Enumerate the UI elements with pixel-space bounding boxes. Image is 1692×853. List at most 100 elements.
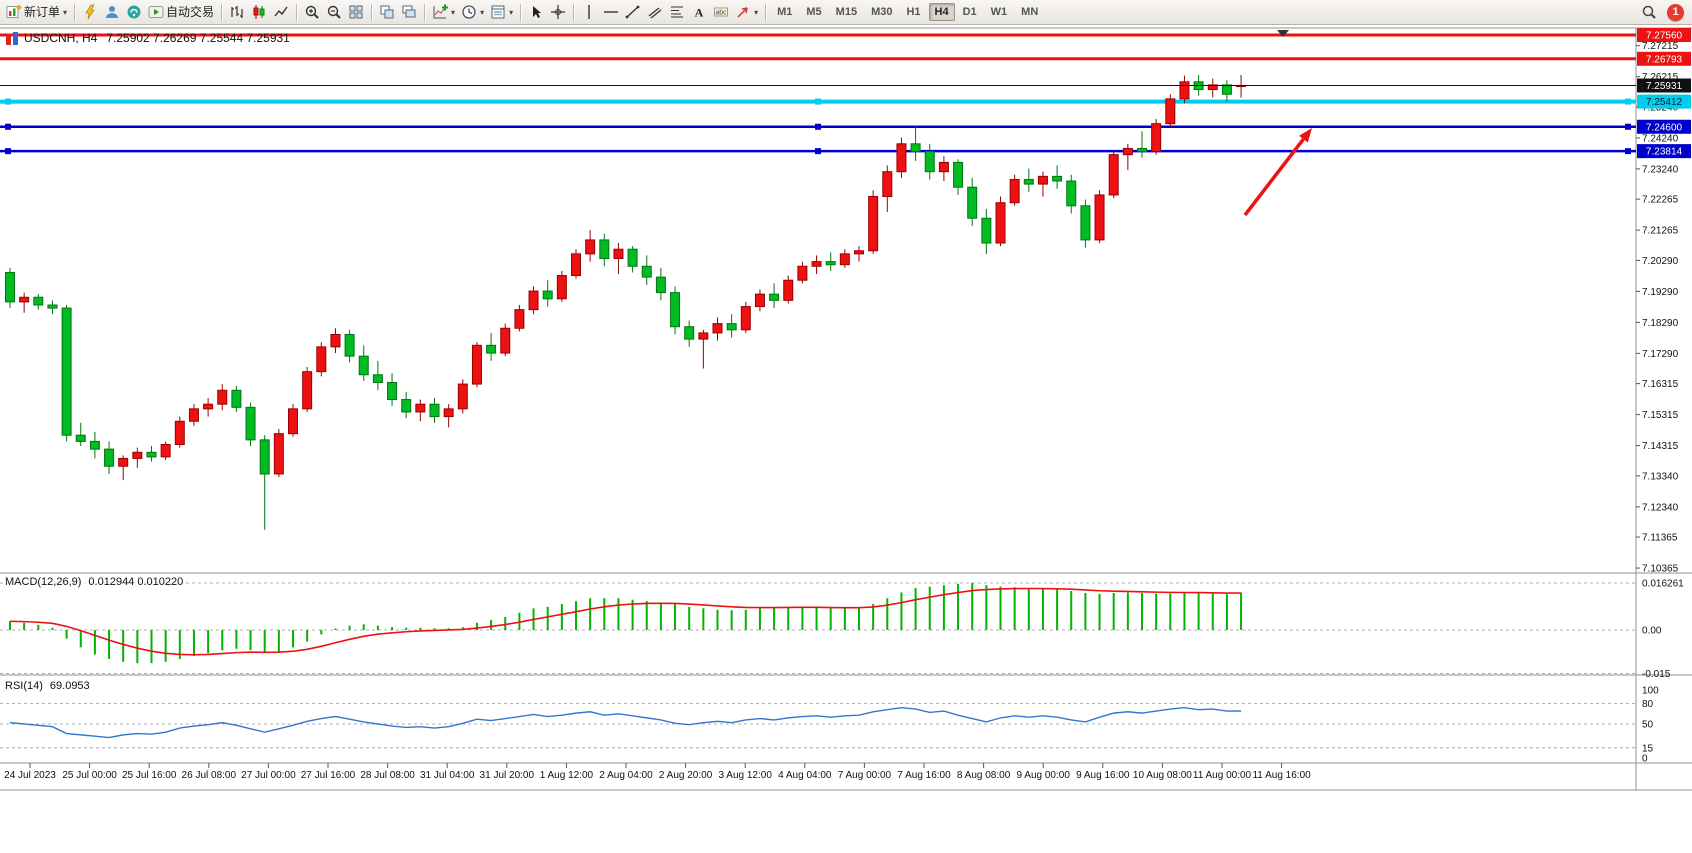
svg-text:26 Jul 08:00: 26 Jul 08:00: [182, 770, 237, 781]
svg-text:15: 15: [1642, 743, 1654, 754]
timeframe-W1[interactable]: W1: [990, 6, 1008, 18]
clock-icon: [461, 4, 477, 20]
svg-text:7 Aug 00:00: 7 Aug 00:00: [838, 770, 892, 781]
time-axis[interactable]: 24 Jul 2023 25 Jul 00:00 25 Jul 16:00 26 Ju…: [4, 763, 1311, 781]
line-handle: [5, 123, 11, 130]
timeframe-M5[interactable]: M5: [806, 6, 822, 18]
zoom-out-icon: [326, 4, 342, 20]
dropdown-caret-icon: ▾: [451, 7, 456, 17]
toolbar-separator: [221, 3, 223, 21]
indicators-button[interactable]: ▾: [429, 2, 458, 23]
templates-button[interactable]: ▾: [487, 2, 516, 23]
metaeditor-button[interactable]: [79, 2, 101, 23]
toolbar-separator: [296, 3, 298, 21]
line-handle: [1625, 148, 1631, 155]
svg-text:27 Jul 00:00: 27 Jul 00:00: [241, 770, 296, 781]
sounds-button[interactable]: [123, 2, 145, 23]
svg-text:7.16315: 7.16315: [1642, 379, 1679, 390]
new-order-button[interactable]: 新订单 ▾: [3, 2, 70, 23]
trendline-icon: [625, 4, 641, 20]
linechart-icon: [273, 4, 289, 20]
toolbar-right: 1: [1638, 2, 1689, 23]
panel-borders: [0, 27, 1692, 791]
periods-button[interactable]: ▾: [458, 2, 487, 23]
svg-text:10 Aug 08:00: 10 Aug 08:00: [1133, 770, 1192, 781]
template-icon: [490, 4, 506, 20]
text-button[interactable]: A: [688, 2, 710, 23]
svg-text:7.24240: 7.24240: [1642, 133, 1679, 144]
label-icon: abc: [713, 4, 729, 20]
cascade-windows-button[interactable]: [398, 2, 420, 23]
timeframe-H1[interactable]: H1: [906, 6, 921, 18]
lightning-icon: [82, 4, 98, 20]
channel-button[interactable]: [644, 2, 666, 23]
svg-text:11 Aug 00:00: 11 Aug 00:00: [1193, 770, 1252, 781]
rsi-axis: 100 80 50 150: [0, 686, 1659, 765]
price-chart[interactable]: 7.272157.262157.252407.242407.232407.222…: [0, 25, 1692, 853]
svg-text:2 Aug 04:00: 2 Aug 04:00: [599, 770, 653, 781]
bar-chart-button[interactable]: [226, 2, 248, 23]
fibonacci-button[interactable]: [666, 2, 688, 23]
svg-text:0.016261: 0.016261: [1642, 579, 1684, 590]
horizontal-line-objects[interactable]: [0, 33, 1636, 155]
dropdown-caret-icon: ▾: [509, 7, 514, 17]
chart-title: USDCNH, H4 7.25902 7.26269 7.25544 7.259…: [6, 31, 290, 45]
autotrade-button-label: 自动交易: [166, 5, 215, 19]
svg-text:7.26215: 7.26215: [1642, 72, 1679, 83]
svg-text:7.12340: 7.12340: [1642, 502, 1679, 513]
timeframe-D1[interactable]: D1: [962, 6, 977, 18]
notification-badge[interactable]: 1: [1667, 3, 1684, 21]
toolbar-separator: [424, 3, 426, 21]
arrows-button[interactable]: ▾: [732, 2, 761, 23]
macd-axis: 0.016261 0.00 -0.015: [0, 579, 1684, 680]
line-handle: [1625, 98, 1631, 105]
svg-text:50: 50: [1642, 720, 1654, 731]
svg-text:7.19290: 7.19290: [1642, 287, 1679, 298]
svg-text:7.23240: 7.23240: [1642, 164, 1679, 175]
timeframe-M15[interactable]: M15: [835, 6, 858, 18]
svg-text:3 Aug 12:00: 3 Aug 12:00: [719, 770, 773, 781]
svg-text:7.15315: 7.15315: [1642, 410, 1679, 421]
text-label-button[interactable]: abc: [710, 2, 732, 23]
profile-button[interactable]: [101, 2, 123, 23]
autotrade-button[interactable]: 自动交易: [145, 2, 217, 23]
arrow-annotation[interactable]: [1243, 128, 1312, 217]
shift-marker-icon[interactable]: [1277, 30, 1289, 37]
tile-windows-button[interactable]: [345, 2, 367, 23]
cursor-button[interactable]: [525, 2, 547, 23]
svg-text:7.22265: 7.22265: [1642, 195, 1679, 206]
line-handle: [1625, 123, 1631, 130]
dropdown-caret-icon: ▾: [754, 7, 759, 17]
svg-text:7.13340: 7.13340: [1642, 471, 1679, 482]
svg-text:abc: abc: [715, 10, 727, 17]
svg-text:7.27560: 7.27560: [1646, 31, 1683, 42]
candle-chart-button[interactable]: [248, 2, 270, 23]
timeframe-M1[interactable]: M1: [777, 6, 793, 18]
toolbar-separator: [520, 3, 522, 21]
timeframe-MN[interactable]: MN: [1021, 6, 1039, 18]
macd-signal-line: [9, 587, 1242, 656]
zoom-in-button[interactable]: [301, 2, 323, 23]
cursor-icon: [528, 4, 544, 20]
trendline-button[interactable]: [622, 2, 644, 23]
svg-text:31 Jul 04:00: 31 Jul 04:00: [420, 770, 475, 781]
svg-text:28 Jul 08:00: 28 Jul 08:00: [360, 770, 415, 781]
svg-text:24 Jul 2023: 24 Jul 2023: [4, 770, 56, 781]
crosshair-button[interactable]: [547, 2, 569, 23]
toolbar-separator: [371, 3, 373, 21]
search-button[interactable]: [1638, 2, 1660, 23]
dropdown-caret-icon: ▾: [480, 7, 485, 17]
rsi-indicator-label: RSI(14) 69.0953: [5, 680, 90, 692]
timeframe-H4[interactable]: H4: [928, 3, 955, 21]
arrange-windows-button[interactable]: [376, 2, 398, 23]
timeframe-M30[interactable]: M30: [871, 6, 893, 18]
vertical-line-button[interactable]: [578, 2, 600, 23]
line-chart-button[interactable]: [270, 2, 292, 23]
svg-text:8 Aug 08:00: 8 Aug 08:00: [957, 770, 1011, 781]
zoom-out-button[interactable]: [323, 2, 345, 23]
chart-workspace: 7.272157.262157.252407.242407.232407.222…: [0, 25, 1692, 853]
horizontal-line-button[interactable]: [600, 2, 622, 23]
toolbar-separator: [74, 3, 76, 21]
